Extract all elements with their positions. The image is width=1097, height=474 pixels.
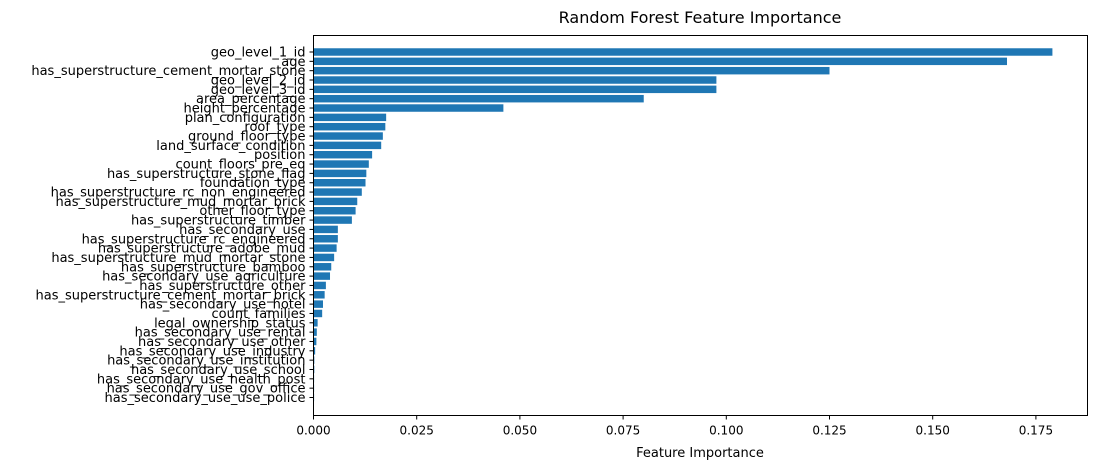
bar <box>313 235 338 243</box>
bar <box>313 291 325 299</box>
bar <box>313 150 373 159</box>
category-label: has_superstructure_cement_mortar_brick <box>36 288 306 303</box>
bar <box>313 57 1008 66</box>
category-label: ground_floor_type <box>188 130 305 145</box>
category-label: has_superstructure_adobe_mud <box>98 242 306 257</box>
bar <box>313 76 717 84</box>
bar <box>313 132 383 140</box>
bar <box>313 281 326 290</box>
bar <box>313 337 317 346</box>
category-label: has_secondary_use_school <box>131 363 306 378</box>
bar <box>313 113 387 122</box>
category-label: has_superstructure_rc_non_engineered <box>51 186 306 201</box>
bar <box>313 216 352 224</box>
category-label: land_surface_condition <box>156 139 305 154</box>
category-label: has_superstructure_mud_mortar_brick <box>56 195 306 210</box>
category-label: plan_configuration <box>185 111 306 126</box>
category-label: has_secondary_use_hotel <box>140 298 306 313</box>
category-label: has_secondary_use <box>179 223 305 238</box>
category-label: has_secondary_use_industry <box>119 344 305 359</box>
x-tick-label: 0.150 <box>916 424 950 438</box>
x-tick-label: 0.125 <box>812 424 846 438</box>
bar <box>313 178 366 187</box>
category-label: has_superstructure_mud_mortar_stone <box>51 251 305 266</box>
bar <box>313 309 323 318</box>
bar <box>313 94 644 103</box>
category-label: age <box>281 55 305 70</box>
category-label: has_superstructure_timber <box>131 214 306 229</box>
category-label: geo_level_1_id <box>211 46 306 61</box>
category-label: has_superstructure_bamboo <box>121 260 306 275</box>
category-label: roof_type <box>244 120 305 135</box>
category-label: has_secondary_use_gov_office <box>107 382 306 397</box>
bar <box>313 197 358 206</box>
category-label: count_floors_pre_eq <box>176 158 306 173</box>
bar <box>313 188 362 196</box>
category-label: has_secondary_use_institution <box>107 354 305 369</box>
bar <box>313 319 318 327</box>
category-label: count_families <box>212 307 306 322</box>
x-tick-label: 0.025 <box>400 424 434 438</box>
category-label: height_percentage <box>184 102 306 117</box>
category-label: has_secondary_use_agriculture <box>102 270 305 285</box>
bars-group <box>313 48 1053 402</box>
bar <box>313 328 317 336</box>
category-label: has_superstructure_stone_flag <box>107 167 306 182</box>
category-label: geo_level_3_id <box>211 83 306 98</box>
category-labels-group: geo_level_1_idagehas_superstructure_ceme… <box>31 46 314 406</box>
bar <box>313 272 331 280</box>
bar <box>313 207 356 215</box>
bar <box>313 169 367 178</box>
category-label: has_secondary_use_rental <box>135 326 306 341</box>
category-label: other_floor_type <box>199 204 305 219</box>
x-axis-label: Feature Importance <box>636 446 764 461</box>
category-label: has_superstructure_other <box>139 279 306 294</box>
bar <box>313 85 717 94</box>
category-label: has_secondary_use_other <box>138 335 306 350</box>
category-label: position <box>254 148 306 163</box>
bar <box>313 48 1053 56</box>
bar <box>313 244 337 252</box>
category-label: has_superstructure_cement_mortar_stone <box>31 64 305 79</box>
bar <box>313 300 323 308</box>
category-label: legal_ownership_status <box>154 316 306 331</box>
category-label: has_secondary_use_health_post <box>97 372 306 387</box>
bar <box>313 66 830 75</box>
chart-title: Random Forest Feature Importance <box>559 8 842 27</box>
x-tick-label: 0.100 <box>709 424 743 438</box>
bar <box>313 263 332 271</box>
x-tick-label: 0.000 <box>296 424 330 438</box>
category-label: has_superstructure_rc_engineered <box>82 232 306 247</box>
bar <box>313 253 335 262</box>
category-label: geo_level_2_id <box>211 74 306 89</box>
x-tick-label: 0.050 <box>503 424 537 438</box>
bar <box>313 225 338 234</box>
bar <box>313 141 382 150</box>
bar <box>313 122 386 131</box>
x-axis: 0.000 0.025 0.050 0.075 0.100 0.125 0.150 0.175 <box>296 415 1053 438</box>
x-tick-label: 0.075 <box>606 424 640 438</box>
category-label: area_percentage <box>196 92 306 107</box>
bar <box>313 104 504 112</box>
bar <box>313 347 316 355</box>
category-label: has_secondary_use_use_police <box>105 391 306 406</box>
x-tick-label: 0.175 <box>1019 424 1053 438</box>
bar <box>313 160 369 168</box>
plot-frame <box>313 35 1088 416</box>
category-label: foundation_type <box>200 176 306 191</box>
